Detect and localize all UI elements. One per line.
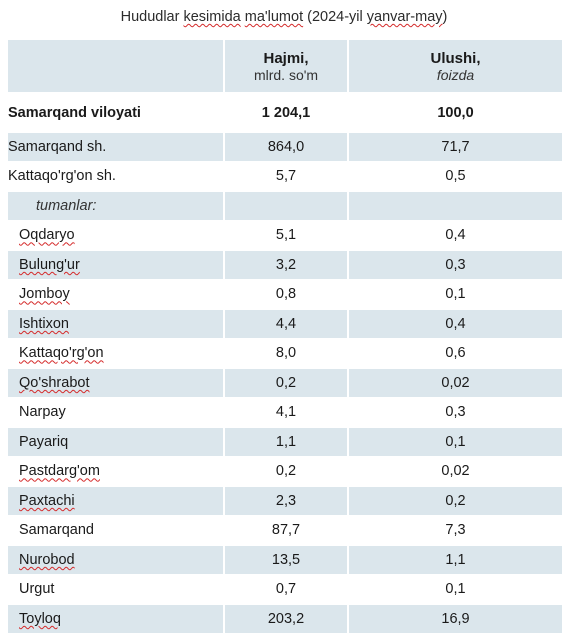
district-name-text: Toyloq: [19, 610, 61, 627]
district-name: Payariq: [6, 426, 225, 458]
district-hajmi: 0,2: [223, 367, 349, 399]
district-name: Ishtixon: [6, 308, 225, 340]
district-ulushi: 7,3: [347, 514, 564, 546]
district-ulushi: 0,6: [347, 337, 564, 369]
header-hajmi-unit: mlrd. so'm: [253, 66, 319, 83]
district-hajmi: 0,2: [223, 455, 349, 487]
district-row: Payariq 1,1 0,1: [6, 426, 564, 458]
district-ulushi: 0,1: [347, 426, 564, 458]
district-ulushi: 0,02: [347, 455, 564, 487]
district-ulushi: 1,1: [347, 544, 564, 576]
subheader-empty: [347, 190, 564, 222]
table-row: Samarqand sh. 864,0 71,7: [6, 131, 564, 163]
district-name: Narpay: [6, 396, 225, 428]
district-row: Paxtachi 2,3 0,2: [6, 485, 564, 517]
district-ulushi: 0,02: [347, 367, 564, 399]
district-row: Samarqand 87,7 7,3: [6, 514, 564, 546]
district-row: Urgut 0,7 0,1: [6, 573, 564, 605]
district-name: Oqdaryo: [6, 219, 225, 251]
district-name-text: Narpay: [19, 404, 66, 421]
district-row: Nurobod 13,5 1,1: [6, 544, 564, 576]
header-ulushi-label: Ulushi,: [430, 49, 481, 67]
district-name: Pastdarg'om: [6, 455, 225, 487]
district-ulushi: 0,2: [347, 485, 564, 517]
district-row: Toyloq 203,2 16,9: [6, 603, 564, 635]
data-table: Hajmi, mlrd. so'm Ulushi, foizda Samarqa…: [6, 38, 564, 635]
district-hajmi: 5,1: [223, 219, 349, 251]
district-ulushi: 0,1: [347, 573, 564, 605]
district-row: Jomboy 0,8 0,1: [6, 278, 564, 310]
total-hajmi: 1 204,1: [223, 92, 349, 133]
row-name: Kattaqo'rg'on sh.: [6, 160, 225, 192]
row-name: Samarqand sh.: [6, 131, 225, 163]
district-row: Qo'shrabot 0,2 0,02: [6, 367, 564, 399]
subheader-row: tumanlar:: [6, 190, 564, 222]
district-name: Bulung'ur: [6, 249, 225, 281]
district-row: Bulung'ur 3,2 0,3: [6, 249, 564, 281]
district-name: Samarqand: [6, 514, 225, 546]
district-ulushi: 0,3: [347, 396, 564, 428]
header-hajmi-label: Hajmi,: [263, 49, 309, 67]
row-ulushi: 71,7: [347, 131, 564, 163]
header-ulushi: Ulushi, foizda: [347, 38, 564, 94]
district-row: Kattaqo'rg'on 8,0 0,6: [6, 337, 564, 369]
district-hajmi: 203,2: [223, 603, 349, 635]
total-ulushi: 100,0: [347, 92, 564, 133]
district-name-text: Urgut: [19, 581, 55, 598]
district-name: Paxtachi: [6, 485, 225, 517]
district-name-text: Ishtixon: [19, 315, 69, 332]
district-ulushi: 0,4: [347, 308, 564, 340]
district-name-text: Payariq: [19, 433, 69, 450]
row-hajmi: 864,0: [223, 131, 349, 163]
district-name-text: Samarqand: [19, 522, 94, 539]
district-name-text: Nurobod: [19, 551, 75, 568]
district-name: Toyloq: [6, 603, 225, 635]
district-name-text: Kattaqo'rg'on: [19, 345, 104, 362]
row-hajmi: 5,7: [223, 160, 349, 192]
header-ulushi-unit: foizda: [436, 66, 475, 83]
row-ulushi: 0,5: [347, 160, 564, 192]
header-hajmi: Hajmi, mlrd. so'm: [223, 38, 349, 94]
district-hajmi: 0,8: [223, 278, 349, 310]
district-hajmi: 8,0: [223, 337, 349, 369]
district-hajmi: 87,7: [223, 514, 349, 546]
district-hajmi: 0,7: [223, 573, 349, 605]
district-name-text: Pastdarg'om: [19, 463, 100, 480]
district-ulushi: 0,4: [347, 219, 564, 251]
subheader-label: tumanlar:: [6, 190, 225, 222]
district-hajmi: 4,1: [223, 396, 349, 428]
district-hajmi: 3,2: [223, 249, 349, 281]
district-name-text: Paxtachi: [19, 492, 75, 509]
district-row: Pastdarg'om 0,2 0,02: [6, 455, 564, 487]
district-name: Qo'shrabot: [6, 367, 225, 399]
district-name-text: Oqdaryo: [19, 227, 75, 244]
subheader-empty: [223, 190, 349, 222]
table-row: Kattaqo'rg'on sh. 5,7 0,5: [6, 160, 564, 192]
table-header-row: Hajmi, mlrd. so'm Ulushi, foizda: [6, 38, 564, 94]
district-row: Narpay 4,1 0,3: [6, 396, 564, 428]
district-hajmi: 13,5: [223, 544, 349, 576]
district-hajmi: 4,4: [223, 308, 349, 340]
district-name-text: Qo'shrabot: [19, 374, 90, 391]
district-ulushi: 0,1: [347, 278, 564, 310]
district-row: Oqdaryo 5,1 0,4: [6, 219, 564, 251]
total-row: Samarqand viloyati 1 204,1 100,0: [6, 92, 564, 133]
district-name-text: Bulung'ur: [19, 256, 80, 273]
district-name-text: Jomboy: [19, 286, 70, 303]
district-name: Jomboy: [6, 278, 225, 310]
district-hajmi: 1,1: [223, 426, 349, 458]
header-empty-cell: [6, 38, 225, 94]
total-name: Samarqand viloyati: [6, 92, 225, 133]
district-name: Kattaqo'rg'on: [6, 337, 225, 369]
district-name: Nurobod: [6, 544, 225, 576]
district-hajmi: 2,3: [223, 485, 349, 517]
district-row: Ishtixon 4,4 0,4: [6, 308, 564, 340]
district-name: Urgut: [6, 573, 225, 605]
page-title: Hududlar kesimida ma'lumot (2024-yil yan…: [120, 9, 448, 25]
district-ulushi: 16,9: [347, 603, 564, 635]
district-ulushi: 0,3: [347, 249, 564, 281]
